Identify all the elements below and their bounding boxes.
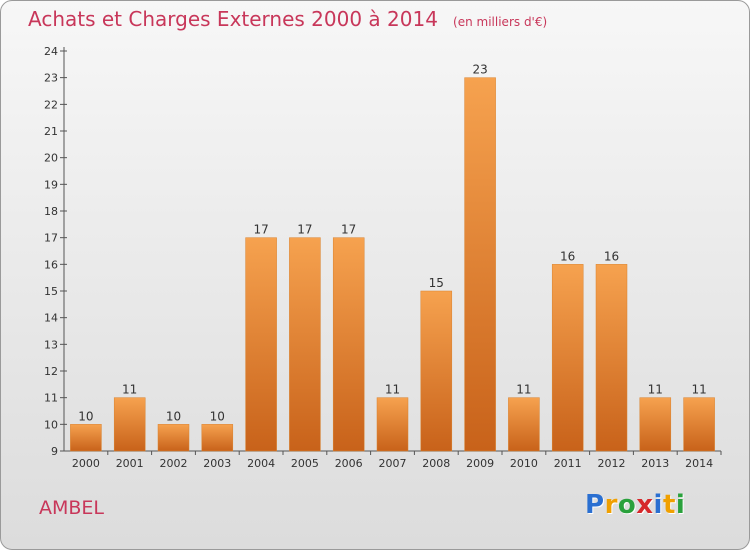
bar [639, 397, 672, 452]
bar-value-label: 11 [516, 383, 531, 397]
bar-value-label: 16 [604, 249, 619, 263]
bar-value-label: 16 [560, 249, 575, 263]
x-tick-label: 2009 [466, 457, 494, 470]
y-tick-label: 11 [44, 392, 58, 405]
bar [113, 397, 146, 452]
x-tick-label: 2008 [422, 457, 450, 470]
logo-letter: o [617, 490, 637, 520]
chart-title: Achats et Charges Externes 2000 à 2014 [28, 7, 438, 31]
bar [464, 77, 496, 452]
logo-letter: x [636, 490, 654, 520]
bar [70, 424, 102, 452]
chart-axes: 9 10 11 12 13 14 15 16 17 18 19 20 21 22 23 24 [44, 45, 722, 458]
x-tick-label: 2014 [685, 457, 713, 470]
chart-bars [70, 77, 715, 452]
x-tick-label: 2011 [554, 457, 582, 470]
logo-letter: i [653, 490, 663, 520]
y-tick-label: 18 [44, 205, 58, 218]
bar-value-label: 17 [341, 223, 356, 237]
y-tick-label: 22 [44, 98, 58, 111]
bar [508, 397, 540, 452]
bar-value-label: 10 [166, 409, 181, 423]
x-tick-label: 2004 [247, 457, 275, 470]
bar [376, 397, 409, 452]
x-tick-label: 2006 [335, 457, 363, 470]
logo-letter: P [585, 490, 605, 520]
bar [551, 264, 584, 452]
bar-value-label: 11 [385, 383, 400, 397]
bar [595, 264, 628, 452]
proxiti-logo: Proxiti [585, 490, 685, 520]
x-tick-label: 2013 [641, 457, 669, 470]
bar [157, 424, 190, 452]
y-tick-label: 17 [44, 232, 58, 245]
chart-subtitle: (en milliers d'€) [453, 15, 548, 29]
y-tick-label: 23 [44, 72, 58, 85]
chart-labels: 10 2000 11 2001 10 2002 10 2003 17 2004 17 2005 17 20… [72, 63, 713, 470]
logo-letter: r [604, 490, 618, 520]
bar-value-label: 11 [691, 383, 706, 397]
bar [420, 290, 453, 452]
y-tick-label: 21 [44, 125, 58, 138]
y-tick-label: 20 [44, 152, 58, 165]
bar-value-label: 10 [210, 409, 225, 423]
bar-value-label: 11 [122, 383, 137, 397]
bar [683, 397, 715, 452]
bar-value-label: 23 [472, 63, 487, 77]
y-tick-label: 16 [44, 258, 58, 271]
x-tick-label: 2012 [598, 457, 626, 470]
bar-value-label: 17 [297, 223, 312, 237]
bar [245, 237, 277, 452]
x-tick-label: 2003 [203, 457, 231, 470]
y-tick-label: 24 [44, 45, 58, 58]
logo-letter: i [675, 490, 686, 520]
y-tick-label: 9 [51, 445, 58, 458]
y-tick-label: 10 [44, 418, 58, 431]
bar-value-label: 11 [648, 383, 663, 397]
y-tick-label: 15 [44, 285, 58, 298]
y-tick-label: 19 [44, 178, 58, 191]
bar-value-label: 15 [429, 276, 444, 290]
x-tick-label: 2005 [291, 457, 319, 470]
title-row: Achats et Charges Externes 2000 à 2014 (… [28, 7, 547, 31]
x-tick-label: 2000 [72, 457, 100, 470]
bar-value-label: 17 [253, 223, 268, 237]
bar [332, 237, 365, 452]
y-tick-label: 12 [44, 365, 58, 378]
bar [201, 424, 234, 452]
y-tick-label: 13 [44, 338, 58, 351]
commune-name: AMBEL [39, 497, 105, 519]
x-tick-label: 2002 [160, 457, 188, 470]
y-tick-label: 14 [44, 312, 58, 325]
x-tick-label: 2001 [116, 457, 144, 470]
bar [289, 237, 321, 452]
bar-value-label: 10 [78, 409, 93, 423]
x-tick-label: 2007 [379, 457, 407, 470]
logo-letter: t [662, 490, 676, 520]
x-tick-label: 2010 [510, 457, 538, 470]
